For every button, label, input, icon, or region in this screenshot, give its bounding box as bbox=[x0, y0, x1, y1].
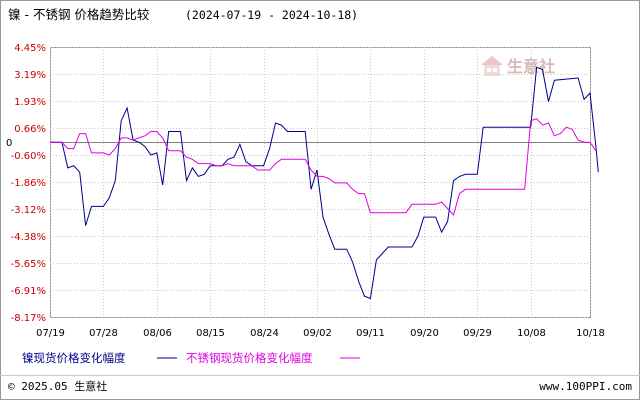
x-tick-label: 09/20 bbox=[410, 328, 439, 339]
x-axis: 07/19 07/28 08/06 08/15 08/24 09/02 09/11 09/20… bbox=[36, 328, 605, 339]
zero-label: 0 bbox=[6, 138, 12, 149]
x-tick-label: 09/11 bbox=[356, 328, 385, 339]
y-tick-label: 0.66% bbox=[14, 124, 46, 135]
x-tick-label: 09/02 bbox=[303, 328, 332, 339]
y-tick-label: 1.93% bbox=[14, 97, 46, 108]
y-tick-label: -5.65% bbox=[11, 259, 46, 270]
footer-website: www.100PPI.com bbox=[539, 380, 632, 393]
legend-label-nickel: 镍现货价格变化幅度 bbox=[22, 351, 126, 365]
x-tick-label: 08/15 bbox=[196, 328, 225, 339]
series-line-stainless bbox=[50, 118, 597, 216]
y-tick-label: -4.38% bbox=[11, 232, 46, 243]
x-tick-label: 10/18 bbox=[576, 328, 605, 339]
footer-copyright: © 2025.05 生意社 bbox=[8, 379, 107, 393]
x-tick-label: 08/06 bbox=[143, 328, 172, 339]
legend-label-stainless: 不锈钢现货价格变化幅度 bbox=[186, 351, 313, 365]
series-line-nickel bbox=[50, 66, 599, 300]
y-tick-label: -0.60% bbox=[11, 151, 46, 162]
y-tick-label: -3.12% bbox=[11, 205, 46, 216]
house-icon bbox=[481, 56, 503, 76]
y-tick-label: -6.91% bbox=[11, 286, 46, 297]
legend: 镍现货价格变化幅度 不锈钢现货价格变化幅度 bbox=[22, 351, 360, 365]
y-tick-label: 3.19% bbox=[14, 70, 46, 81]
y-tick-label: -1.86% bbox=[11, 178, 46, 189]
x-tick-label: 10/08 bbox=[517, 328, 546, 339]
plot-grid bbox=[50, 47, 591, 318]
x-tick-label: 07/19 bbox=[36, 328, 65, 339]
y-axis: 4.45% 3.19% 1.93% 0.66% -0.60% -1.86% -3.12% -4… bbox=[6, 43, 46, 324]
x-tick-label: 09/29 bbox=[463, 328, 492, 339]
x-tick-label: 08/24 bbox=[250, 328, 279, 339]
watermark-logo: 生意社 bbox=[481, 56, 555, 76]
chart-title: 镍 - 不锈钢 价格趋势比较 bbox=[8, 7, 150, 22]
chart-date-range: (2024-07-19 - 2024-10-18) bbox=[185, 8, 358, 22]
x-tick-label: 07/28 bbox=[89, 328, 118, 339]
y-tick-label: 4.45% bbox=[14, 43, 46, 54]
plot-series bbox=[50, 66, 599, 300]
y-tick-label: -8.17% bbox=[11, 313, 46, 324]
